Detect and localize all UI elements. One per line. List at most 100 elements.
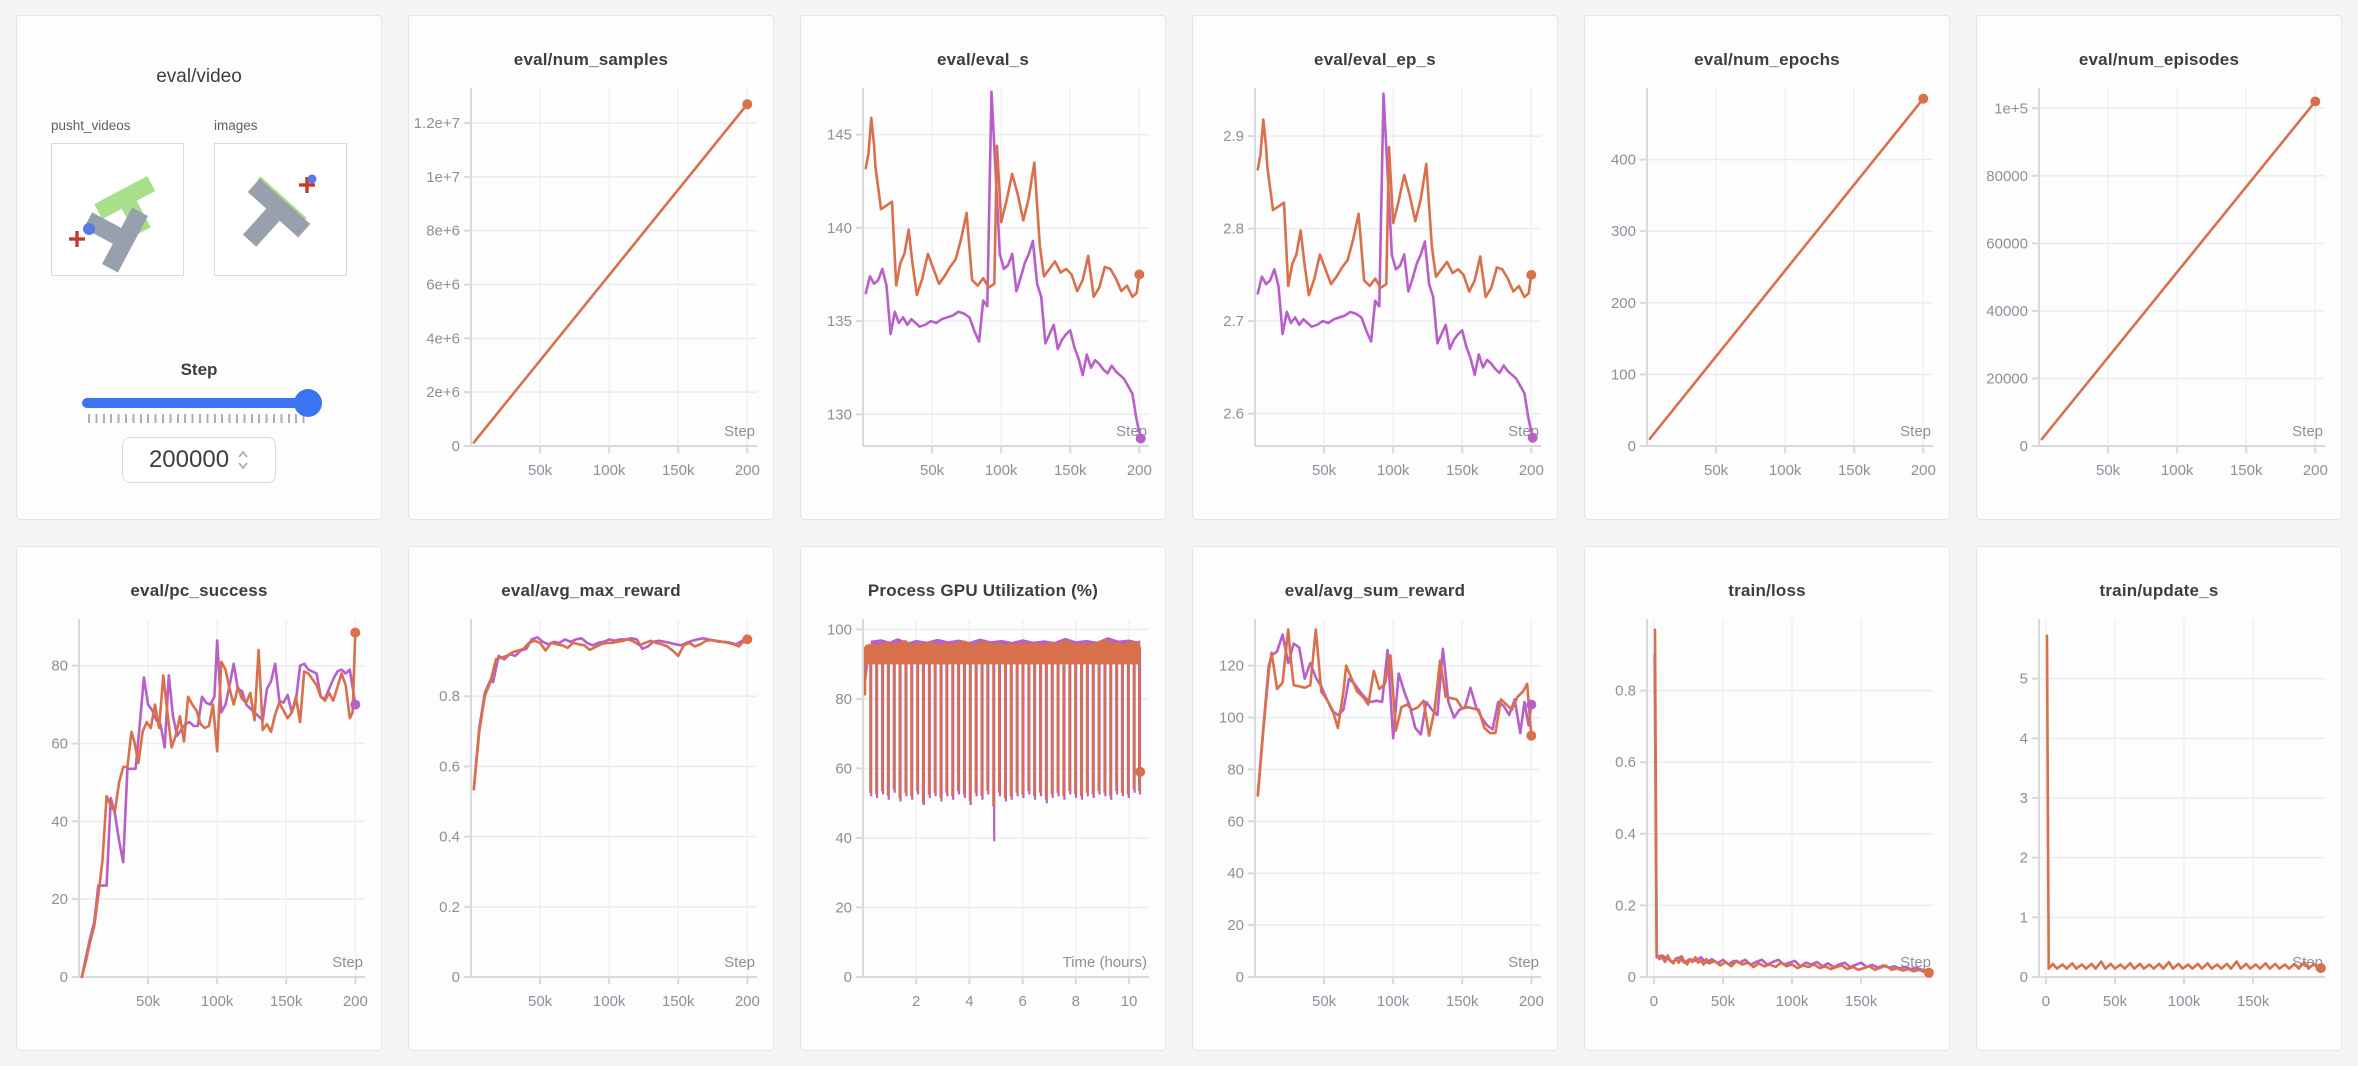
chart-canvas[interactable]: 50k 100k 150k 200 0 20000 40000 60000 80000 1e+5 S… (1977, 78, 2341, 498)
chart-title: eval/avg_max_reward (501, 581, 681, 600)
svg-text:80: 80 (835, 691, 852, 708)
step-slider-handle[interactable] (294, 389, 322, 417)
chart-title: Process GPU Utilization (%) (867, 581, 1099, 600)
chart-canvas[interactable]: 50k 100k 150k 200 0 0.2 0.4 0.6 0.8 Step (409, 609, 773, 1029)
svg-text:2.6: 2.6 (1223, 406, 1244, 423)
gray-t-shape (83, 207, 148, 273)
chart-eval-num-samples[interactable]: 50k 100k 150k 200 0 2e+6 4e+6 6e+6 8e+6 1e+7 1.2e+… (409, 78, 773, 498)
step-value[interactable]: 200000 (148, 446, 230, 473)
chart-train-loss[interactable]: 0 50k 100k 150k 0 0.2 0.4 0.6 0.8 Step (1585, 609, 1949, 1029)
svg-text:Step: Step (724, 423, 755, 440)
video-panel-title: eval/video (156, 66, 242, 87)
chart-eval-eval-s[interactable]: 50k 100k 150k 200 130 135 140 145 Step (801, 78, 1165, 498)
chart-title: train/loss (1728, 581, 1806, 600)
svg-text:0: 0 (452, 969, 460, 986)
svg-text:100k: 100k (593, 993, 626, 1010)
pusht-videos-thumbnail[interactable] (51, 143, 184, 276)
thumbnail-label-images: images (214, 118, 258, 133)
svg-text:150k: 150k (662, 462, 695, 479)
svg-text:0: 0 (2020, 969, 2028, 986)
svg-text:3: 3 (2020, 790, 2028, 807)
svg-text:0.6: 0.6 (439, 758, 460, 775)
chart-title: eval/num_epochs (1694, 50, 1840, 69)
chart-canvas[interactable]: 50k 100k 150k 200 0 20 40 60 80 100 120 Step (1193, 609, 1557, 1029)
chart-eval-num-episodes[interactable]: 50k 100k 150k 200 0 20000 40000 60000 80000 1e+5 S… (1977, 78, 2341, 498)
svg-text:60000: 60000 (1986, 235, 2028, 252)
svg-text:20: 20 (835, 899, 852, 916)
panel-eval-num-epochs[interactable]: eval/num_epochs 50k 100k 150k 200 0 100 200 300… (1584, 15, 1950, 520)
svg-text:50k: 50k (528, 993, 553, 1010)
stepper-down-icon[interactable] (237, 461, 249, 470)
panel-eval-avg-max-reward[interactable]: eval/avg_max_reward 50k 100k 150k 200 0 0.2 0.… (408, 546, 774, 1051)
chart-eval-avg-sum-reward[interactable]: 50k 100k 150k 200 0 20 40 60 80 100 120 Step (1193, 609, 1557, 1029)
svg-text:50k: 50k (2096, 462, 2121, 479)
svg-text:80000: 80000 (1986, 168, 2028, 185)
chart-eval-pc-success[interactable]: 50k 100k 150k 200 0 20 40 60 80 Step (17, 609, 381, 1029)
svg-text:0.8: 0.8 (439, 688, 460, 705)
chart-train-update-s[interactable]: 0 50k 100k 150k 0 1 2 3 4 5 Step (1977, 609, 2341, 1029)
goal-cross-icon (299, 177, 315, 193)
svg-text:0: 0 (60, 969, 68, 986)
chart-title: eval/avg_sum_reward (1284, 581, 1466, 600)
chart-title: train/update_s (2099, 581, 2219, 600)
svg-text:1e+7: 1e+7 (426, 169, 460, 186)
svg-text:50k: 50k (1704, 462, 1729, 479)
panel-eval-eval-ep-s[interactable]: eval/eval_ep_s 50k 100k 150k 200 2.6 2.7 2.8 2.… (1192, 15, 1558, 520)
step-slider-track[interactable] (82, 398, 316, 408)
video-thumbnails: pusht_videos (17, 118, 381, 276)
chart-canvas[interactable]: 50k 100k 150k 200 0 100 200 300 400 Step (1585, 78, 1949, 498)
svg-text:130: 130 (827, 406, 852, 423)
svg-text:40: 40 (51, 813, 68, 830)
svg-text:300: 300 (1611, 223, 1636, 240)
svg-text:135: 135 (827, 313, 852, 330)
step-slider[interactable] (82, 389, 322, 417)
svg-text:20: 20 (51, 891, 68, 908)
svg-text:150k: 150k (2237, 993, 2270, 1010)
svg-text:60: 60 (835, 760, 852, 777)
svg-text:0: 0 (2042, 993, 2050, 1010)
panel-eval-num-episodes[interactable]: eval/num_episodes 50k 100k 150k 200 0 20000 40… (1976, 15, 2342, 520)
svg-text:150k: 150k (270, 993, 303, 1010)
svg-text:400: 400 (1611, 152, 1636, 169)
svg-text:2.9: 2.9 (1223, 128, 1244, 145)
chart-gpu-utilization[interactable]: 2 4 6 8 10 0 20 40 60 80 100 Time (hours) (801, 609, 1165, 1029)
panel-train-update-s[interactable]: train/update_s 0 50k 100k 150k 0 1 2 3 4 5 Step (1976, 546, 2342, 1051)
svg-text:8: 8 (1072, 993, 1080, 1010)
chart-eval-eval-ep-s[interactable]: 50k 100k 150k 200 2.6 2.7 2.8 2.9 Step (1193, 78, 1557, 498)
step-value-input[interactable]: 200000 (122, 437, 276, 483)
svg-text:200: 200 (1519, 993, 1544, 1010)
panel-eval-eval-s[interactable]: eval/eval_s 50k 100k 150k 200 130 135 140 145 St… (800, 15, 1166, 520)
svg-text:8e+6: 8e+6 (426, 223, 460, 240)
chart-eval-avg-max-reward[interactable]: 50k 100k 150k 200 0 0.2 0.4 0.6 0.8 Step (409, 609, 773, 1029)
panel-train-loss[interactable]: train/loss 0 50k 100k 150k 0 0.2 0.4 0.6 0.8 Step (1584, 546, 1950, 1051)
chart-title: eval/num_samples (513, 50, 669, 69)
svg-text:2.7: 2.7 (1223, 313, 1244, 330)
svg-text:0: 0 (1628, 438, 1636, 455)
svg-text:Step: Step (332, 954, 363, 971)
chart-eval-num-epochs[interactable]: 50k 100k 150k 200 0 100 200 300 400 Step (1585, 78, 1949, 498)
svg-text:4e+6: 4e+6 (426, 330, 460, 347)
panel-eval-avg-sum-reward[interactable]: eval/avg_sum_reward 50k 100k 150k 200 0 20 40 6… (1192, 546, 1558, 1051)
panel-eval-num-samples[interactable]: eval/num_samples 50k 100k 150k 200 0 2e+6 4e+6… (408, 15, 774, 520)
svg-text:200: 200 (343, 993, 368, 1010)
chart-title: eval/pc_success (130, 581, 268, 600)
images-thumbnail[interactable] (214, 143, 347, 276)
image-frame (242, 174, 317, 247)
stepper-up-icon[interactable] (237, 450, 249, 459)
step-slider-ruler (88, 414, 310, 423)
svg-text:60: 60 (1227, 813, 1244, 830)
panel-gpu-utilization[interactable]: Process GPU Utilization (%) 2 4 6 8 10 0 20 40 6… (800, 546, 1166, 1051)
panel-eval-pc-success[interactable]: eval/pc_success 50k 100k 150k 200 0 20 40 60 80 S… (16, 546, 382, 1051)
svg-text:100k: 100k (1769, 462, 1802, 479)
svg-text:5: 5 (2020, 671, 2028, 688)
svg-text:100k: 100k (1377, 993, 1410, 1010)
chart-canvas[interactable]: 50k 100k 150k 200 0 20 40 60 80 Step (17, 609, 381, 1029)
chart-canvas[interactable]: 50k 100k 150k 200 0 2e+6 4e+6 6e+6 8e+6 1e+7 1.2e+… (409, 78, 773, 498)
svg-text:0: 0 (1650, 993, 1658, 1010)
